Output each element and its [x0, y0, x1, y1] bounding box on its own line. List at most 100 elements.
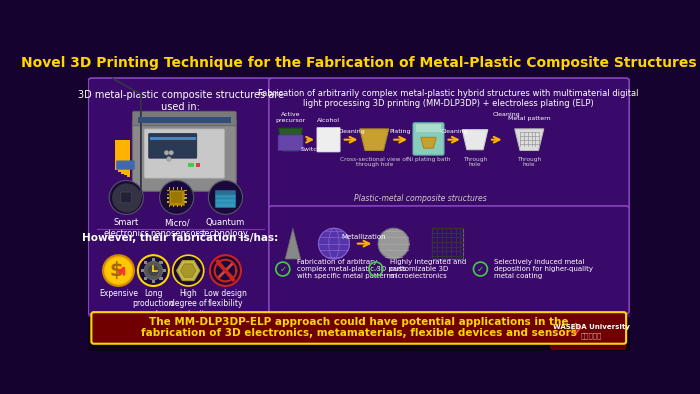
Bar — [152, 258, 155, 261]
Text: Fabrication of arbitrary
complex metal-plastic 3D parts
with specific metal patt: Fabrication of arbitrary complex metal-p… — [297, 259, 406, 279]
Text: Cleaning: Cleaning — [337, 128, 365, 134]
Text: 3D metal-plastic composite structures are
used in:: 3D metal-plastic composite structures ar… — [78, 90, 284, 112]
Text: Metal pattern: Metal pattern — [508, 116, 551, 121]
Bar — [184, 201, 187, 203]
Circle shape — [378, 228, 409, 259]
FancyBboxPatch shape — [278, 135, 303, 151]
FancyBboxPatch shape — [317, 127, 340, 152]
Bar — [169, 205, 170, 207]
Polygon shape — [285, 228, 300, 259]
FancyBboxPatch shape — [88, 78, 273, 315]
FancyBboxPatch shape — [148, 134, 197, 158]
Bar — [160, 277, 162, 280]
Text: New Metal-Plastic Hybrid Additive Manufacturing for Precise Fabrication of Arbit: New Metal-Plastic Hybrid Additive Manufa… — [94, 323, 393, 336]
Bar — [184, 193, 187, 195]
Text: Long
production
cycle: Long production cycle — [133, 289, 174, 319]
FancyBboxPatch shape — [216, 191, 235, 198]
Text: 早稲田大学: 早稲田大学 — [580, 333, 602, 339]
FancyBboxPatch shape — [92, 312, 626, 344]
Bar — [172, 192, 182, 203]
Text: Ni plating bath: Ni plating bath — [407, 157, 450, 162]
Polygon shape — [571, 323, 580, 334]
Circle shape — [138, 255, 169, 286]
Polygon shape — [514, 129, 544, 151]
Text: Quantum
technology: Quantum technology — [202, 218, 249, 238]
Bar — [167, 193, 169, 195]
Bar — [162, 269, 166, 272]
Text: Alcohol: Alcohol — [317, 118, 340, 123]
FancyBboxPatch shape — [269, 206, 629, 314]
Text: $: $ — [109, 261, 123, 280]
Text: Low design
flexibility: Low design flexibility — [204, 289, 247, 309]
FancyBboxPatch shape — [144, 129, 225, 178]
Text: Smart
electronics: Smart electronics — [104, 218, 149, 238]
Circle shape — [169, 151, 174, 155]
Polygon shape — [127, 140, 130, 177]
Polygon shape — [181, 264, 196, 277]
Bar — [173, 188, 174, 190]
Bar — [88, 318, 630, 351]
Circle shape — [144, 261, 162, 280]
Bar — [88, 47, 630, 78]
Text: Selectively induced metal
deposition for higher-quality
metal coating: Selectively induced metal deposition for… — [494, 259, 594, 279]
Bar — [167, 197, 169, 199]
Text: Novel 3D Printing Technique for the Fabrication of Metal-Plastic Composite Struc: Novel 3D Printing Technique for the Fabr… — [21, 56, 696, 70]
Circle shape — [147, 264, 160, 277]
Bar — [88, 78, 630, 317]
Circle shape — [103, 255, 134, 286]
Bar — [181, 205, 182, 207]
Text: Switch: Switch — [300, 147, 321, 152]
Text: Active
precursor: Active precursor — [275, 112, 306, 123]
Circle shape — [164, 151, 169, 155]
Polygon shape — [462, 130, 488, 150]
Polygon shape — [360, 129, 389, 151]
FancyBboxPatch shape — [216, 200, 235, 207]
Bar — [138, 117, 231, 123]
Text: WASEDA University: WASEDA University — [553, 324, 630, 330]
Text: Fabrication of arbitrarily complex metal-plastic hybrid structures with multimat: Fabrication of arbitrarily complex metal… — [258, 89, 639, 108]
Text: Micro/
nanosensors: Micro/ nanosensors — [150, 218, 203, 238]
Circle shape — [318, 228, 349, 259]
Bar — [167, 190, 169, 191]
Text: However, their fabrication is/has:: However, their fabrication is/has: — [83, 233, 279, 243]
Circle shape — [160, 180, 194, 214]
Polygon shape — [279, 128, 302, 151]
Circle shape — [210, 255, 241, 286]
FancyBboxPatch shape — [413, 123, 444, 155]
Bar — [144, 277, 147, 280]
Text: Song et al. (2022) | ACS Applied Materials & Interfaces | DOI: 10.1021/acsami.2c: Song et al. (2022) | ACS Applied Materia… — [94, 336, 355, 342]
Bar — [184, 190, 187, 191]
Bar — [196, 163, 200, 167]
FancyBboxPatch shape — [269, 78, 629, 209]
Bar — [160, 261, 162, 264]
Bar — [169, 190, 184, 205]
Polygon shape — [121, 140, 124, 174]
Bar — [433, 228, 463, 259]
Circle shape — [109, 180, 144, 214]
Circle shape — [105, 258, 132, 284]
Text: Through
hole: Through hole — [463, 157, 487, 167]
FancyBboxPatch shape — [121, 192, 132, 203]
Text: ✓: ✓ — [279, 264, 286, 273]
Bar — [188, 163, 195, 167]
Bar — [173, 205, 174, 207]
Circle shape — [173, 255, 204, 286]
Polygon shape — [115, 140, 118, 171]
Bar — [176, 188, 178, 190]
Polygon shape — [124, 140, 127, 175]
Circle shape — [167, 157, 172, 161]
Text: Expensive: Expensive — [99, 289, 138, 298]
Bar — [176, 205, 178, 207]
Text: Cleaning: Cleaning — [492, 112, 520, 117]
Text: ✓: ✓ — [372, 264, 379, 273]
FancyBboxPatch shape — [551, 320, 625, 349]
Bar — [184, 197, 187, 199]
Bar — [169, 188, 170, 190]
Bar — [150, 137, 196, 140]
Text: Plating: Plating — [390, 128, 412, 134]
Bar — [167, 201, 169, 203]
Text: High
degree of
complexity: High degree of complexity — [167, 289, 209, 319]
Text: ✓: ✓ — [477, 264, 484, 273]
Text: The MM-DLP3DP-ELP approach could have potential applications in the
fabrication : The MM-DLP3DP-ELP approach could have po… — [141, 317, 577, 338]
Text: Cleaning: Cleaning — [440, 128, 468, 134]
